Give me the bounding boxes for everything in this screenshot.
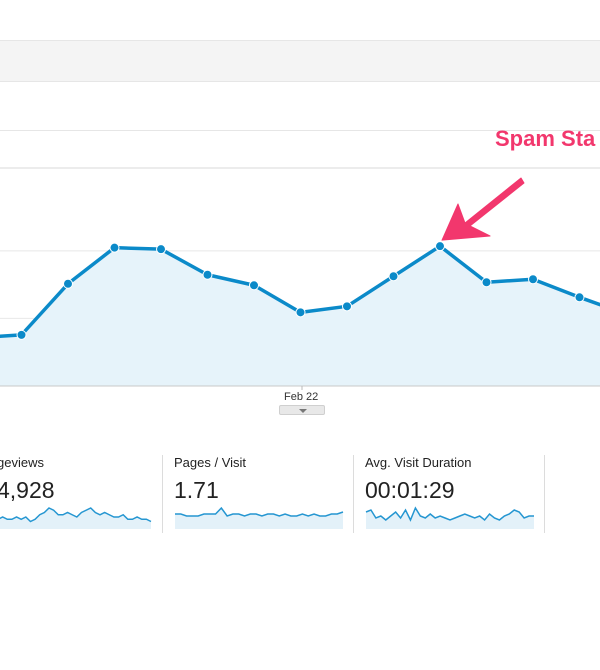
data-point — [63, 278, 73, 289]
metric-divider — [353, 455, 354, 533]
metric-label: Avg. Visit Duration — [365, 455, 472, 470]
toolbar-band — [0, 40, 600, 82]
data-point — [109, 242, 120, 253]
data-point — [342, 301, 352, 312]
metric-label: geviews — [0, 455, 44, 470]
sparkline — [175, 506, 344, 529]
data-point — [574, 292, 585, 303]
sparkline-line — [0, 507, 152, 523]
metric-value: 1.71 — [174, 477, 219, 503]
metric-divider — [544, 455, 545, 533]
sparkline — [365, 506, 534, 529]
data-point — [202, 269, 213, 280]
x-tick-label: Feb 22 — [284, 391, 319, 403]
data-point — [16, 329, 27, 340]
data-point — [388, 271, 399, 282]
data-point — [528, 274, 538, 285]
sparkline-line — [365, 506, 534, 522]
metric-pageviews[interactable]: geviews 4,928 — [0, 455, 157, 533]
data-point — [156, 244, 166, 255]
metric-divider — [162, 455, 163, 533]
sparkline-fill — [366, 508, 534, 529]
chevron-down-icon — [299, 409, 307, 413]
data-point — [481, 277, 492, 288]
metric-pages-per-visit[interactable]: Pages / Visit 1.71 — [174, 455, 346, 533]
metric-avg-visit-duration[interactable]: Avg. Visit Duration 00:01:29 — [365, 455, 537, 533]
data-point — [435, 241, 445, 252]
line-chart — [0, 167, 600, 390]
metric-value: 4,928 — [0, 477, 55, 503]
metric-label: Pages / Visit — [174, 455, 247, 470]
sparkline-line — [175, 506, 344, 517]
divider-line — [0, 130, 600, 131]
sparkline-fill — [175, 508, 343, 529]
arrow-icon — [441, 177, 525, 241]
data-point — [249, 280, 259, 291]
data-point — [295, 307, 306, 318]
chart-expand-handle[interactable] — [279, 405, 325, 415]
sparkline — [0, 507, 152, 529]
spam-annotation-label: Spam Sta — [495, 126, 596, 151]
metric-value: 00:01:29 — [365, 477, 455, 503]
sparkline-fill — [0, 508, 151, 529]
